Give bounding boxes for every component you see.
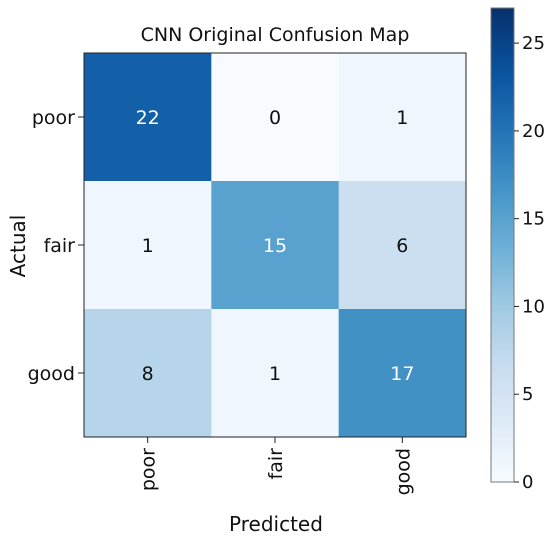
heatmap-cell <box>84 309 212 438</box>
y-tick-label: fair <box>44 235 76 257</box>
x-axis-ticks: poor fair good <box>138 437 414 495</box>
x-tick-label: good <box>392 448 414 495</box>
cell-value-label: 1 <box>269 363 281 385</box>
cell-value-label: 6 <box>396 235 408 257</box>
y-axis-ticks: poor fair good <box>28 107 84 385</box>
colorbar-tick-label: 15 <box>522 209 545 230</box>
colorbar-tick-label: 20 <box>522 121 545 142</box>
heatmap-cell <box>338 309 467 438</box>
colorbar-tick-label: 10 <box>522 296 545 317</box>
cell-value-label: 1 <box>396 107 408 129</box>
heatmap-cell <box>338 53 467 182</box>
chart-title: CNN Original Confusion Map <box>141 24 410 46</box>
colorbar-tick-label: 5 <box>522 384 533 405</box>
heatmap-cell <box>84 181 212 310</box>
colorbar: 0 5 10 15 20 25 <box>490 7 545 493</box>
heatmap-cell <box>211 309 340 438</box>
x-tick-label: poor <box>138 448 160 491</box>
y-tick-label: good <box>28 363 75 385</box>
cell-value-label: 15 <box>263 235 287 257</box>
colorbar-tick-label: 0 <box>522 472 533 493</box>
cell-value-label: 1 <box>142 235 154 257</box>
colorbar-tick-label: 25 <box>522 33 545 54</box>
cell-value-label: 17 <box>390 363 414 385</box>
x-axis-label: Predicted <box>229 512 323 536</box>
heatmap-cell <box>211 181 340 310</box>
cell-value-label: 0 <box>269 107 281 129</box>
cell-value-label: 22 <box>136 107 160 129</box>
y-tick-label: poor <box>32 107 75 129</box>
heatmap-cell <box>338 181 467 310</box>
y-axis-label: Actual <box>6 215 30 278</box>
heatmap-cells: 22 0 1 1 15 6 8 1 17 <box>83 52 467 438</box>
heatmap-cell <box>211 53 340 182</box>
colorbar-gradient <box>490 7 515 483</box>
cell-value-label: 8 <box>142 363 154 385</box>
x-tick-label: fair <box>265 448 287 480</box>
heatmap-cell <box>84 53 212 182</box>
